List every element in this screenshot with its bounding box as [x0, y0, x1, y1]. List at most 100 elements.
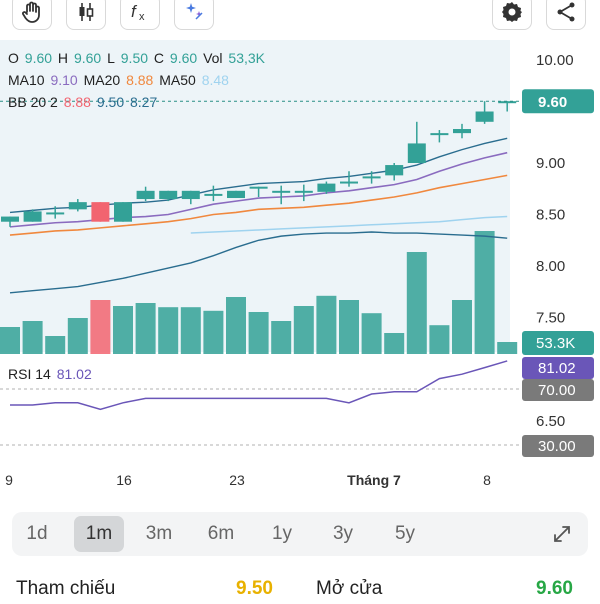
rsi-30-badge: [522, 435, 594, 457]
ma10-label: MA10: [8, 72, 45, 88]
candle-body: [23, 211, 42, 222]
candle-body: [453, 129, 471, 134]
hand-icon: [22, 1, 40, 23]
rsi-label: RSI 14: [8, 366, 51, 382]
range-1y[interactable]: 1y: [271, 523, 293, 544]
reference-value: 9.50: [236, 578, 273, 599]
volume-bar: [248, 312, 269, 354]
candle-body: [68, 202, 87, 210]
price-summary: Tham chiếu 9.50 Mở cửa 9.60: [0, 578, 600, 604]
settings-button[interactable]: [492, 0, 532, 30]
rsi-line: [10, 360, 508, 411]
candle-body: [159, 190, 178, 200]
volume-bar: [45, 336, 66, 354]
bb-lower-line: [9, 231, 508, 294]
current-price-badge: [522, 89, 594, 114]
candle-body: [498, 101, 517, 104]
candle-body: [475, 111, 494, 122]
range-5y[interactable]: 5y: [394, 523, 416, 544]
ma20-label: MA20: [83, 72, 121, 88]
ma50-line: [190, 215, 508, 234]
range-3m[interactable]: 3m: [145, 523, 173, 544]
volume-bar: [0, 327, 20, 354]
svg-text:x: x: [139, 11, 145, 23]
ai-button[interactable]: [174, 0, 214, 30]
ma20-value: 8.88: [126, 72, 154, 88]
ohlc-o-value: 9.60: [24, 50, 53, 66]
ohlc-h-value: 9.60: [73, 50, 102, 66]
price-tick-label: 7.50: [536, 310, 565, 327]
volume-bar: [203, 310, 224, 354]
rsi-70-badge-text: 70.00: [538, 382, 576, 399]
candle-body: [317, 183, 336, 192]
candle-body: [46, 212, 65, 215]
rsi-badge-text: 81.02: [538, 360, 576, 377]
ma50-label: MA50: [159, 72, 196, 88]
volume-bar: [497, 342, 518, 354]
price-tick-label: 9.00: [536, 155, 565, 172]
open-label: Mở cửa: [316, 578, 383, 599]
current-price-badge-text: 9.60: [538, 94, 567, 111]
candle-body: [430, 133, 449, 136]
bb-lower-value: 8.27: [130, 94, 158, 110]
volume-bar: [474, 231, 495, 354]
expand-button[interactable]: [544, 516, 580, 552]
volume-badge-text: 53.3K: [536, 335, 575, 352]
hand-tool-button[interactable]: [12, 0, 52, 30]
volume-bar: [180, 307, 201, 354]
volume-bar: [339, 300, 359, 354]
candle-body: [294, 190, 313, 193]
x-tick-label: 9: [5, 472, 13, 488]
ma10-value: 9.10: [50, 72, 78, 88]
range-6m[interactable]: 6m: [207, 523, 235, 544]
ohlc-l-value: 9.50: [120, 50, 149, 66]
reference-label: Tham chiếu: [16, 578, 116, 599]
range-1m[interactable]: 1m: [74, 516, 124, 552]
volume-badge: [522, 331, 594, 355]
rsi-70-badge: [522, 379, 594, 401]
volume-bar: [452, 300, 472, 354]
volume-bar: [113, 306, 133, 354]
candle-body: [136, 190, 155, 200]
price-chart[interactable]: 10.00 9.00 8.50 8.00 7.50 6.50 9.60 53.3K 81.02 7…: [0, 40, 600, 460]
chart-type-button[interactable]: [66, 0, 106, 30]
share-button[interactable]: [546, 0, 586, 30]
volume-bar: [406, 252, 427, 354]
volume-bar: [429, 325, 450, 354]
rsi-badge: [522, 357, 594, 379]
x-tick-label: 16: [116, 472, 132, 488]
candle-body: [407, 143, 426, 163]
price-tick-label: 8.50: [536, 207, 565, 224]
bb-row: BB 20 2 8.88 9.50 8.27: [8, 94, 159, 110]
ohlc-vol-label: Vol: [203, 50, 223, 66]
range-3y[interactable]: 3y: [332, 523, 354, 544]
ohlc-row: O 9.60 H 9.60 L 9.50 C 9.60 Vol 53,3K: [8, 50, 267, 66]
ma20-line: [9, 174, 508, 236]
candlestick-icon: [79, 3, 94, 21]
ma50-value: 8.48: [201, 72, 229, 88]
x-tick-label: 8: [483, 472, 491, 488]
ohlc-c-label: C: [153, 50, 165, 66]
x-tick-label: 23: [229, 472, 245, 488]
bb-label: BB 20 2: [8, 94, 58, 110]
bb-middle-value: 9.50: [96, 94, 125, 110]
range-selector: 1d 1m 3m 6m 1y 3y 5y: [12, 512, 588, 556]
range-1d[interactable]: 1d: [26, 523, 48, 544]
candle-body: [340, 181, 358, 184]
volume-bar: [67, 318, 88, 354]
bb-upper-value: 8.88: [63, 94, 91, 110]
rsi-row: RSI 14 81.02: [8, 366, 94, 382]
price-tick-label: 10.00: [536, 52, 574, 69]
candle-body: [1, 216, 19, 222]
volume-bar: [293, 306, 314, 354]
candle-body: [249, 186, 268, 189]
x-axis: 9 16 23 Tháng 7 8: [0, 472, 520, 492]
expand-icon: [554, 526, 570, 542]
ohlc-c-value: 9.60: [169, 50, 198, 66]
svg-text:f: f: [131, 2, 138, 21]
chart-svg[interactable]: 10.00 9.00 8.50 8.00 7.50 6.50 9.60 53.3K 81.02 7…: [0, 40, 600, 460]
volume-bar: [316, 295, 337, 354]
ohlc-vol-value: 53,3K: [228, 50, 266, 66]
volume-bar: [22, 321, 43, 354]
